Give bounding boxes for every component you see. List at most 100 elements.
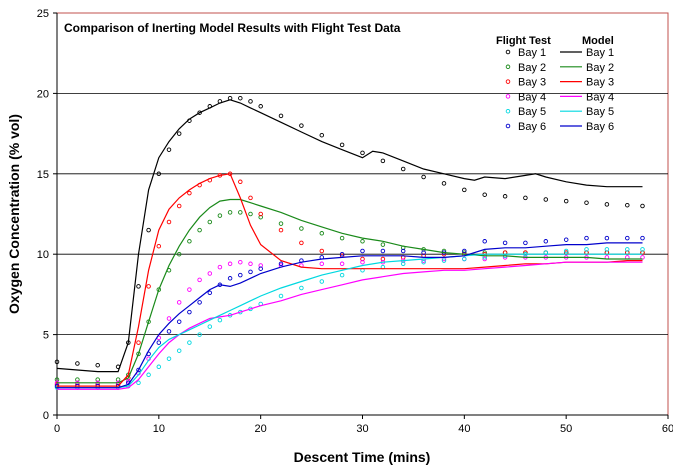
- data-point-flight-test-bay-2: [176, 251, 182, 257]
- series-model-bay-3: [57, 173, 643, 387]
- legend-swatch-flight-test-bay-3: [505, 79, 511, 84]
- data-point-flight-test-bay-5: [625, 247, 630, 252]
- data-point-flight-test-bay-6: [543, 239, 549, 244]
- x-tick-label: 0: [54, 423, 60, 435]
- y-tick-label: 5: [43, 330, 49, 342]
- data-point-flight-test-bay-6: [238, 272, 243, 278]
- data-point-flight-test-bay-4: [339, 261, 345, 267]
- data-point-flight-test-bay-1: [248, 99, 253, 104]
- data-point-flight-test-bay-6: [207, 290, 213, 296]
- data-point-flight-test-bay-1: [299, 123, 304, 128]
- data-point-flight-test-bay-1: [360, 150, 365, 156]
- data-point-flight-test-bay-1: [176, 131, 182, 136]
- data-point-flight-test-bay-1: [75, 361, 80, 366]
- series-flight-test-bay-3: [54, 171, 645, 387]
- data-point-flight-test-bay-6: [136, 367, 141, 373]
- x-ticks: 0 10 20 30 40 50 60: [54, 415, 673, 435]
- data-point-flight-test-bay-1: [278, 113, 284, 119]
- y-tick-label: 25: [37, 8, 49, 20]
- data-point-flight-test-bay-2: [339, 235, 345, 241]
- y-tick-label: 20: [37, 88, 49, 100]
- data-point-flight-test-bay-4: [248, 261, 253, 267]
- x-tick-label: 30: [356, 423, 368, 435]
- series-layer: [54, 95, 645, 390]
- data-point-flight-test-bay-5: [563, 248, 569, 254]
- data-point-flight-test-bay-6: [380, 248, 386, 254]
- data-point-flight-test-bay-1: [441, 181, 447, 186]
- data-point-flight-test-bay-5: [299, 285, 304, 291]
- data-point-flight-test-bay-4: [207, 271, 213, 276]
- data-point-flight-test-bay-6: [278, 261, 284, 267]
- x-tick-label: 20: [255, 423, 267, 435]
- data-point-flight-test-bay-6: [625, 235, 630, 241]
- legend: Flight Test Model Bay 1 Bay 2 Bay 3 Bay 4 Ba…: [496, 35, 614, 133]
- data-point-flight-test-bay-1: [543, 197, 549, 202]
- data-point-flight-test-bay-1: [339, 142, 345, 148]
- data-point-flight-test-bay-1: [238, 95, 243, 101]
- data-point-flight-test-bay-5: [640, 247, 645, 252]
- data-point-flight-test-bay-6: [400, 248, 406, 254]
- legend-label-flight-test-bay-1: Bay 1: [518, 47, 546, 59]
- data-point-flight-test-bay-3: [258, 211, 263, 217]
- chart-title: Comparison of Inerting Model Results wit…: [64, 21, 401, 35]
- data-point-flight-test-bay-1: [95, 362, 100, 368]
- data-point-flight-test-bay-6: [640, 235, 645, 241]
- data-point-flight-test-bay-6: [187, 309, 192, 315]
- x-tick-label: 60: [662, 423, 673, 435]
- y-axis-title: Oxygen Concentration (% vol): [6, 114, 22, 314]
- data-point-flight-test-bay-6: [523, 240, 528, 246]
- legend-swatch-flight-test-bay-4: [505, 94, 511, 99]
- series-line-model-bay-6: [57, 242, 643, 389]
- data-point-flight-test-bay-5: [339, 272, 345, 278]
- data-point-flight-test-bay-1: [563, 198, 569, 204]
- data-point-flight-test-bay-6: [339, 251, 345, 257]
- data-point-flight-test-bay-6: [227, 276, 233, 281]
- data-point-flight-test-bay-3: [238, 179, 243, 185]
- series-model-bay-4: [57, 261, 643, 390]
- data-point-flight-test-bay-5: [319, 279, 325, 284]
- legend-label-flight-test-bay-4: Bay 4: [518, 91, 546, 103]
- data-point-flight-test-bay-1: [54, 359, 60, 365]
- data-point-flight-test-bay-1: [523, 195, 528, 201]
- data-point-flight-test-bay-1: [502, 194, 508, 199]
- data-point-flight-test-bay-3: [299, 240, 304, 246]
- data-point-flight-test-bay-2: [319, 231, 325, 236]
- series-line-model-bay-1: [56, 99, 643, 373]
- series-model-bay-6: [57, 242, 643, 389]
- data-point-flight-test-bay-6: [604, 235, 610, 241]
- x-tick-label: 50: [560, 423, 572, 435]
- plot-area: [56, 12, 669, 416]
- y-tick-label: 10: [37, 249, 49, 261]
- data-point-flight-test-bay-4: [319, 261, 325, 267]
- data-point-flight-test-bay-2: [187, 239, 192, 244]
- data-point-flight-test-bay-6: [258, 266, 263, 271]
- data-point-flight-test-bay-1: [258, 104, 263, 109]
- data-point-flight-test-bay-3: [166, 219, 172, 225]
- data-point-flight-test-bay-1: [400, 166, 406, 172]
- data-point-flight-test-bay-1: [604, 202, 610, 207]
- data-point-flight-test-bay-2: [197, 227, 202, 233]
- legend-label-model-bay-6: Bay 6: [586, 121, 614, 133]
- data-point-flight-test-bay-2: [248, 211, 253, 217]
- legend-label-flight-test-bay-6: Bay 6: [518, 121, 546, 133]
- data-point-flight-test-bay-5: [462, 256, 467, 262]
- legend-label-model-bay-3: Bay 3: [586, 77, 614, 89]
- data-point-flight-test-bay-3: [176, 203, 182, 209]
- data-point-flight-test-bay-6: [563, 237, 569, 242]
- data-point-flight-test-bay-4: [238, 259, 243, 265]
- x-tick-label: 40: [458, 423, 470, 435]
- data-point-flight-test-bay-1: [584, 200, 589, 205]
- legend-swatch-flight-test-bay-2: [505, 64, 511, 70]
- data-point-flight-test-bay-5: [421, 259, 426, 265]
- legend-label-flight-test-bay-5: Bay 5: [518, 106, 546, 118]
- x-axis-title: Descent Time (mins): [294, 449, 431, 465]
- data-point-flight-test-bay-4: [482, 256, 487, 262]
- data-point-flight-test-bay-5: [441, 258, 447, 263]
- data-point-flight-test-bay-1: [166, 147, 172, 152]
- data-point-flight-test-bay-6: [176, 319, 182, 324]
- data-point-flight-test-bay-3: [136, 340, 141, 345]
- data-point-flight-test-bay-4: [360, 259, 365, 265]
- data-point-flight-test-bay-6: [482, 239, 487, 244]
- data-point-flight-test-bay-5: [604, 247, 610, 252]
- data-point-flight-test-bay-2: [278, 221, 284, 226]
